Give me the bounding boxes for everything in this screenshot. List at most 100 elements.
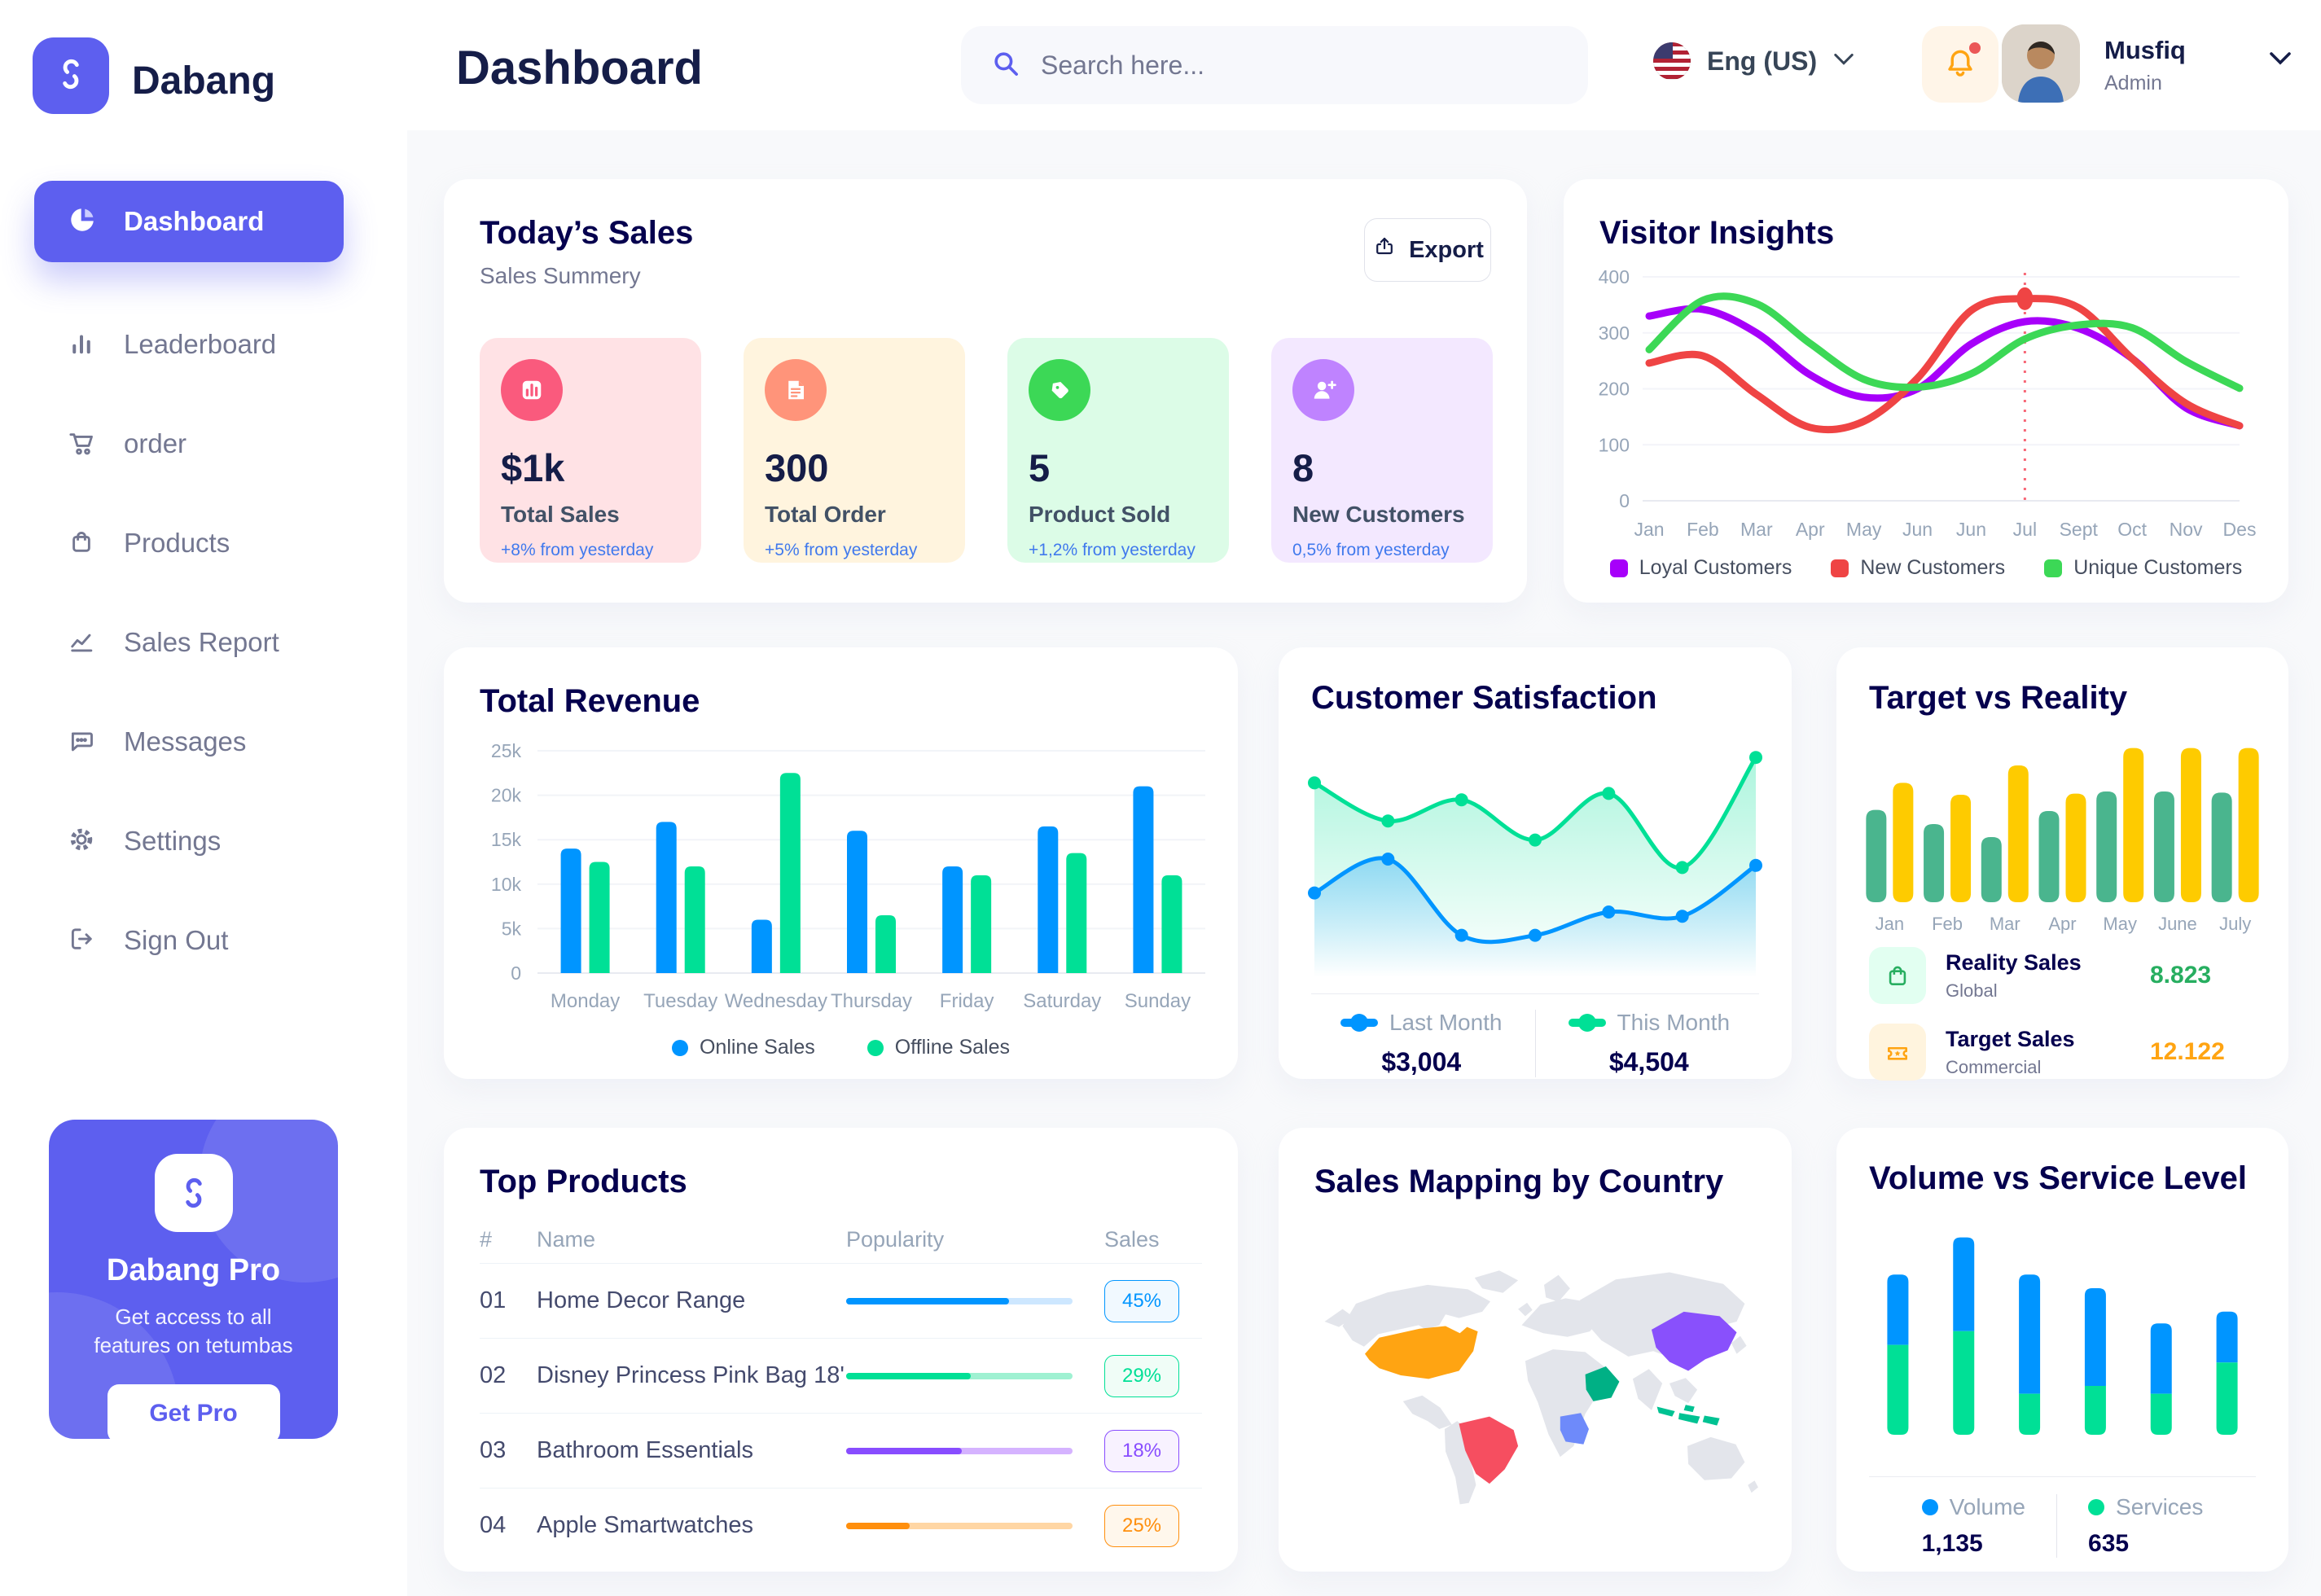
volume-legend: Volume 1,135 Services 635 — [1836, 1494, 2288, 1558]
legend-swatch — [1609, 559, 1628, 577]
col-num: # — [480, 1226, 493, 1252]
svg-text:May: May — [2103, 914, 2137, 934]
brand-name: Dabang — [132, 59, 276, 103]
sidebar-item-label: Messages — [124, 726, 247, 756]
svg-text:Sept: Sept — [2060, 519, 2099, 540]
sidebar-item-label: Products — [124, 528, 230, 558]
sidebar-item-order[interactable]: order — [34, 413, 344, 475]
legend-label: Volume — [1949, 1494, 2026, 1519]
col-popularity: Popularity — [846, 1226, 945, 1252]
svg-text:5k: 5k — [502, 918, 522, 939]
table-row[interactable]: 04 Apple Smartwatches 25% — [480, 1488, 1202, 1563]
language-selector[interactable]: Eng (US) — [1653, 42, 1854, 80]
stat-card-new-customers: 8 New Customers 0,5% from yesterday — [1271, 338, 1493, 563]
legend-swatch — [2088, 1499, 2105, 1515]
notification-badge — [1969, 42, 1981, 54]
page-title: Dashboard — [456, 42, 703, 94]
app-logo — [33, 37, 109, 114]
stat-card-total-sales: $1k Total Sales +8% from yesterday — [480, 338, 701, 563]
svg-text:300: 300 — [1599, 322, 1630, 344]
target-legend: Reality Sales Global 8.823 Target Sales … — [1869, 947, 2256, 1081]
legend-label: Target Sales — [1946, 1026, 2075, 1051]
get-pro-button[interactable]: Get Pro — [107, 1384, 280, 1439]
svg-text:Apr: Apr — [1796, 519, 1825, 540]
svg-text:Thursday: Thursday — [831, 990, 912, 1012]
svg-text:Sunday: Sunday — [1125, 990, 1191, 1012]
pro-upgrade-card: Dabang Pro Get access to all features on… — [49, 1120, 338, 1439]
search-input[interactable] — [1041, 50, 1497, 81]
export-icon — [1371, 234, 1397, 266]
table-row[interactable]: 03 Bathroom Essentials 18% — [480, 1413, 1202, 1488]
cell-num: 04 — [480, 1512, 507, 1538]
legend-value: 12.122 — [2150, 1038, 2225, 1065]
svg-text:200: 200 — [1599, 379, 1630, 400]
legend-row-reality: Reality Sales Global 8.823 — [1869, 947, 2256, 1004]
receipt-icon — [765, 359, 827, 421]
svg-text:Mar: Mar — [1990, 914, 2020, 934]
sales-badge: 25% — [1104, 1504, 1179, 1547]
sidebar-item-sales-report[interactable]: Sales Report — [34, 612, 344, 673]
us-flag-icon — [1653, 42, 1691, 80]
todays-sales-card: Today’s Sales Sales Summery Export $1k T… — [444, 179, 1527, 603]
profile-chevron-down-icon[interactable] — [2269, 50, 2292, 71]
svg-text:Feb: Feb — [1932, 914, 1963, 934]
legend-sublabel: Global — [1946, 980, 1998, 1001]
pro-logo-icon — [154, 1154, 233, 1232]
target-vs-reality-chart: Jan Feb Mar Apr May June July — [1866, 748, 2259, 934]
legend-value: 1,135 — [1921, 1530, 1983, 1557]
volume-vs-service-title: Volume vs Service Level — [1869, 1160, 2247, 1196]
customer-satisfaction-card: Customer Satisfaction Last Month $3,004 … — [1279, 647, 1792, 1079]
table-row[interactable]: 02 Disney Princess Pink Bag 18' 29% — [480, 1338, 1202, 1413]
legend-swatch — [1921, 1499, 1938, 1515]
volume-vs-service-chart — [1887, 1237, 2238, 1435]
bell-icon — [1941, 44, 1979, 86]
legend-swatch — [671, 1039, 688, 1056]
cell-num: 03 — [480, 1437, 507, 1463]
svg-text:Wednesday: Wednesday — [725, 990, 827, 1012]
bar-chart-icon — [501, 359, 563, 421]
sidebar-item-sign-out[interactable]: Sign Out — [34, 910, 344, 971]
legend-value: 635 — [2088, 1530, 2130, 1557]
export-button[interactable]: Export — [1364, 218, 1491, 282]
sidebar-item-label: Settings — [124, 826, 222, 856]
notifications-button[interactable] — [1922, 26, 1999, 103]
stat-change: +5% from yesterday — [765, 541, 918, 559]
sidebar-item-messages[interactable]: Messages — [34, 711, 344, 773]
svg-text:10k: 10k — [491, 874, 522, 895]
revenue-legend: Online Sales Offline Sales — [444, 1036, 1238, 1059]
todays-sales-subtitle: Sales Summery — [480, 263, 641, 288]
sidebar-item-products[interactable]: Products — [34, 512, 344, 574]
legend-swatch — [2044, 559, 2063, 577]
avatar[interactable] — [2002, 24, 2080, 103]
gear-icon — [65, 823, 98, 860]
svg-text:Friday: Friday — [940, 990, 994, 1012]
search-bar[interactable] — [961, 26, 1588, 104]
sidebar-item-leaderboard[interactable]: Leaderboard — [34, 314, 344, 375]
pro-title: Dabang Pro — [106, 1253, 281, 1287]
sales-badge: 45% — [1104, 1279, 1179, 1322]
cell-num: 02 — [480, 1362, 507, 1388]
svg-text:Nov: Nov — [2170, 519, 2203, 540]
stat-label: Total Sales — [501, 502, 620, 527]
sales-badge: 18% — [1104, 1429, 1179, 1472]
legend-label: Last Month — [1389, 1010, 1503, 1035]
svg-text:100: 100 — [1599, 434, 1630, 455]
svg-text:Jul: Jul — [2013, 519, 2037, 540]
legend-swatch — [1831, 559, 1849, 577]
svg-text:Feb: Feb — [1687, 519, 1719, 540]
stat-value: 8 — [1292, 446, 1314, 489]
svg-text:Saturday: Saturday — [1023, 990, 1101, 1012]
bag-icon — [1869, 947, 1926, 1004]
satisfaction-legend: Last Month $3,004 This Month $4,504 — [1279, 1010, 1792, 1077]
tag-icon — [1029, 359, 1090, 421]
legend-value: 8.823 — [2150, 962, 2212, 989]
legend-label: Offline Sales — [894, 1036, 1011, 1059]
table-row[interactable]: 01 Home Decor Range 45% — [480, 1263, 1202, 1338]
stat-value: $1k — [501, 446, 565, 489]
sidebar-item-dashboard[interactable]: Dashboard — [34, 181, 344, 262]
sidebar-item-settings[interactable]: Settings — [34, 810, 344, 872]
visitor-insights-chart: 0 100 200 300 400 Jan Feb Mar Apr May Jun Jun Jul Sep… — [1599, 266, 2257, 540]
customer-satisfaction-chart — [1308, 751, 1762, 977]
logo-icon — [50, 53, 92, 99]
col-name: Name — [537, 1226, 596, 1252]
